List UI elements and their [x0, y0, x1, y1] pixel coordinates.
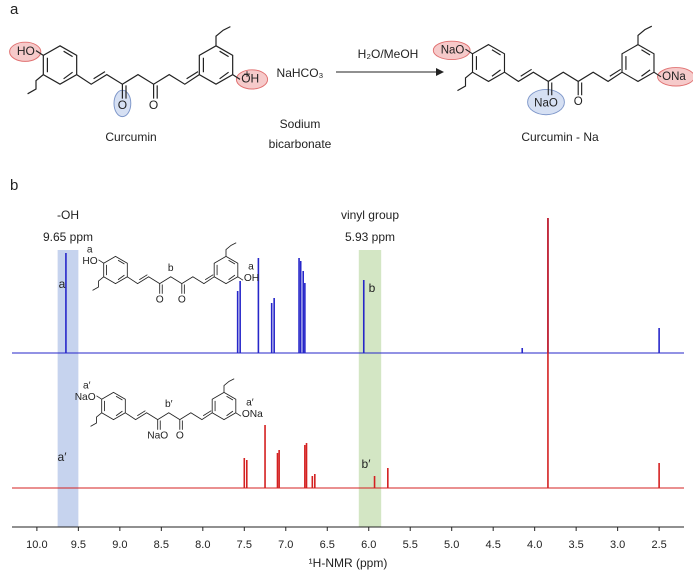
peak-label: a′	[58, 450, 68, 464]
panel-label: b	[10, 177, 18, 194]
highlight-label: -OH	[57, 208, 79, 222]
spectrum-area: -OH 9.65 ppm vinyl group 5.93 ppm a b a′ b′ 10.0…	[12, 208, 684, 570]
conditions: H₂O/MeOH	[358, 47, 419, 61]
x-tick-label: 9.5	[71, 539, 86, 551]
product-structure: NaO ONa NaO O	[432, 25, 693, 116]
x-tick-label: 8.5	[154, 539, 169, 551]
atom-label: HO	[82, 256, 97, 267]
atom-label: O	[178, 294, 186, 305]
x-tick-label: 6.5	[320, 539, 335, 551]
atom-label: b′	[165, 399, 173, 410]
highlight-label: 9.65 ppm	[43, 230, 93, 244]
atom-label: NaO	[441, 44, 465, 56]
panel-label: a	[10, 1, 19, 18]
reagent: NaHCO₃	[277, 66, 324, 80]
peak-label: b′	[362, 457, 372, 471]
atom-label: NaO	[534, 97, 558, 109]
atom-label: a′	[246, 397, 254, 408]
atom-label: a	[248, 261, 254, 272]
atom-label: O	[149, 98, 158, 112]
x-tick-label: 4.0	[527, 539, 542, 551]
x-tick-label: 7.5	[237, 539, 252, 551]
highlight-label: vinyl group	[341, 208, 399, 222]
compound-name: Curcumin - Na	[521, 130, 599, 144]
x-tick-label: 6.0	[361, 539, 376, 551]
highlight-band	[57, 250, 79, 527]
atom-label: NaO	[75, 392, 96, 403]
atom-label: b	[168, 263, 174, 274]
x-tick-label: 10.0	[26, 539, 47, 551]
x-tick-label: 3.5	[568, 539, 583, 551]
atom-label: ONa	[662, 71, 686, 83]
x-tick-label: 9.0	[112, 539, 127, 551]
reagent-name: bicarbonate	[269, 137, 332, 151]
atom-label: HO	[17, 44, 35, 58]
x-tick-label: 7.0	[278, 539, 293, 551]
x-tick-label: 3.0	[610, 539, 625, 551]
atom-label: a	[87, 244, 93, 255]
peak-label: b	[369, 281, 376, 295]
x-tick-label: 5.5	[403, 539, 418, 551]
x-tick-label: 4.5	[486, 539, 501, 551]
atom-label: OH	[244, 273, 259, 284]
plus: +	[243, 67, 250, 81]
atom-label: O	[574, 96, 583, 108]
atom-label: NaO	[147, 430, 168, 441]
atom-label: O	[118, 98, 127, 112]
atom-label: ONa	[242, 409, 263, 420]
highlight-label: 5.93 ppm	[345, 230, 395, 244]
atom-label: O	[176, 430, 184, 441]
x-tick-label: 8.0	[195, 539, 210, 551]
reactant-structure: HO OH O O	[9, 26, 269, 118]
x-axis-title: ¹H-NMR (ppm)	[309, 556, 388, 570]
compound-name: Curcumin	[105, 130, 156, 144]
x-tick-label: 2.5	[651, 539, 666, 551]
atom-label: OH	[241, 72, 259, 86]
arrow-head	[436, 68, 444, 76]
x-tick-label: 5.0	[444, 539, 459, 551]
peak-label: a	[59, 277, 66, 291]
atom-label: a′	[83, 380, 91, 391]
reagent-name: Sodium	[280, 117, 321, 131]
atom-label: O	[156, 294, 164, 305]
